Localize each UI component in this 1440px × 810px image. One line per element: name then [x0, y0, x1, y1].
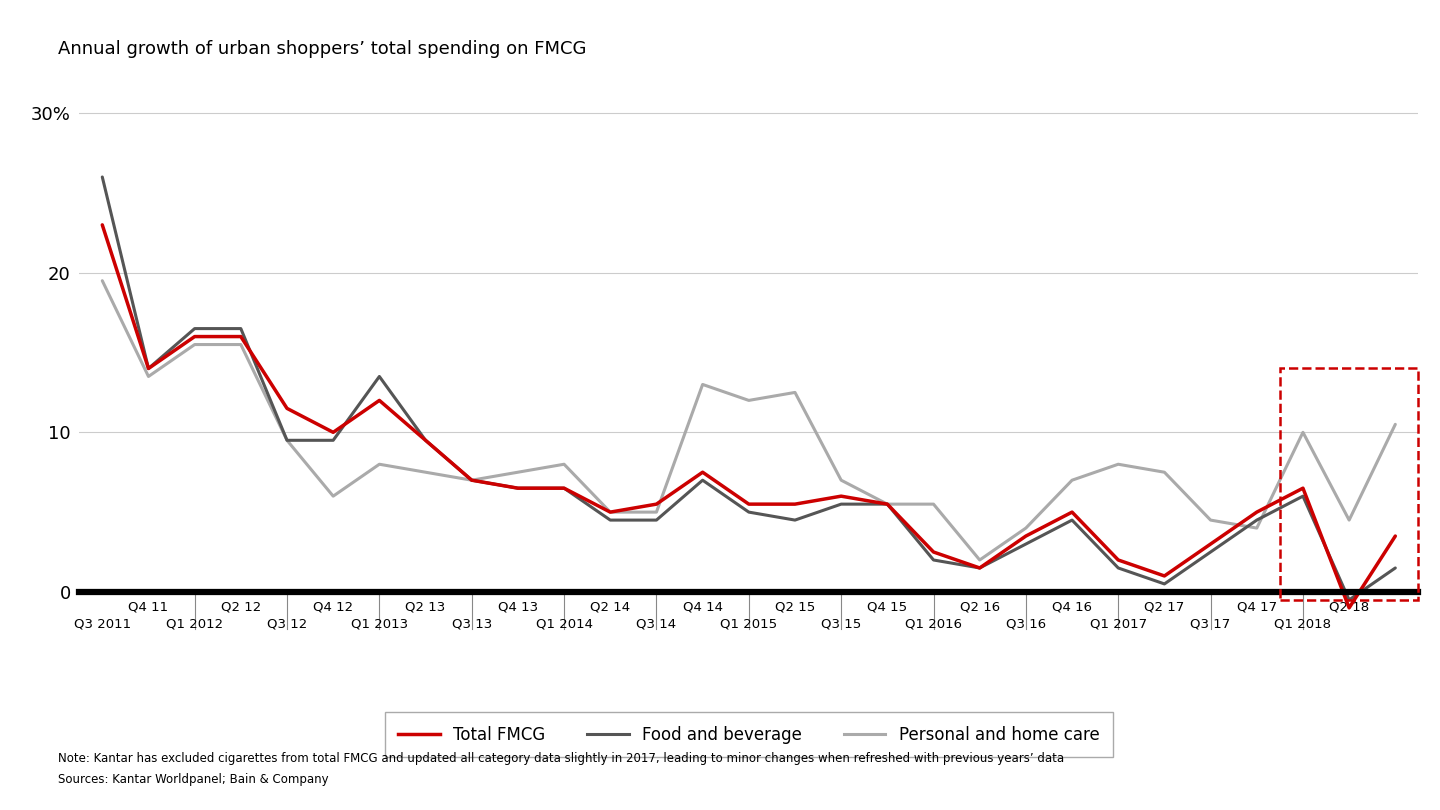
Text: Q1 2015: Q1 2015	[720, 617, 778, 630]
Text: Q1 2012: Q1 2012	[166, 617, 223, 630]
Text: Q4 17: Q4 17	[1237, 601, 1277, 614]
Text: Q2 13: Q2 13	[406, 601, 445, 614]
Legend: Total FMCG, Food and beverage, Personal and home care: Total FMCG, Food and beverage, Personal …	[384, 713, 1113, 757]
Text: Q1 2016: Q1 2016	[904, 617, 962, 630]
Text: Q4 11: Q4 11	[128, 601, 168, 614]
Text: Q3 14: Q3 14	[636, 617, 677, 630]
Text: Q2 18: Q2 18	[1329, 601, 1369, 614]
Text: Q4 14: Q4 14	[683, 601, 723, 614]
Text: Q4 15: Q4 15	[867, 601, 907, 614]
Text: Note: Kantar has excluded cigarettes from total FMCG and updated all category da: Note: Kantar has excluded cigarettes fro…	[58, 752, 1064, 765]
Text: Q4 16: Q4 16	[1053, 601, 1092, 614]
Text: Sources: Kantar Worldpanel; Bain & Company: Sources: Kantar Worldpanel; Bain & Compa…	[58, 773, 328, 786]
Text: Q3 15: Q3 15	[821, 617, 861, 630]
Text: Q4 13: Q4 13	[498, 601, 539, 614]
Text: Q2 14: Q2 14	[590, 601, 631, 614]
Text: Q4 12: Q4 12	[312, 601, 353, 614]
Text: Q1 2014: Q1 2014	[536, 617, 593, 630]
Text: Q2 12: Q2 12	[220, 601, 261, 614]
Text: Q1 2018: Q1 2018	[1274, 617, 1332, 630]
Bar	[1280, 369, 1418, 600]
Text: Q3 17: Q3 17	[1191, 617, 1231, 630]
Text: Q1 2017: Q1 2017	[1090, 617, 1146, 630]
Text: Q3 12: Q3 12	[266, 617, 307, 630]
Text: Q3 16: Q3 16	[1005, 617, 1045, 630]
Text: Q3 13: Q3 13	[452, 617, 492, 630]
Text: Q2 17: Q2 17	[1145, 601, 1185, 614]
Text: Q3 2011: Q3 2011	[73, 617, 131, 630]
Text: Q1 2013: Q1 2013	[351, 617, 408, 630]
Text: Q2 15: Q2 15	[775, 601, 815, 614]
Text: Annual growth of urban shoppers’ total spending on FMCG: Annual growth of urban shoppers’ total s…	[58, 40, 586, 58]
Text: Q2 16: Q2 16	[959, 601, 999, 614]
